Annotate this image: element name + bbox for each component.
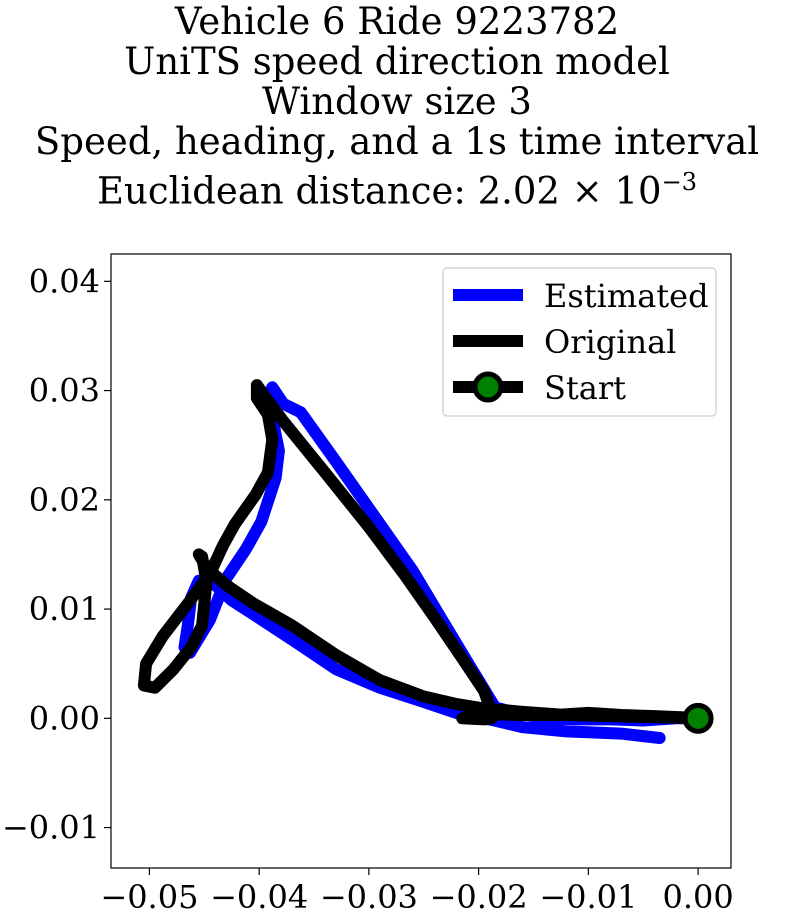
- y-tick-label: −0.01: [2, 809, 100, 847]
- title-line-1: Vehicle 6 Ride 9223782: [174, 0, 620, 43]
- y-tick-label: 0.04: [29, 262, 100, 300]
- legend-start-label: Start: [544, 369, 626, 407]
- title-line-3: Window size 3: [262, 80, 532, 123]
- legend-start-marker: [472, 371, 504, 403]
- x-tick-label: 0.00: [662, 878, 733, 916]
- title-line-5-base: Euclidean distance: 2.02 × 10: [97, 169, 662, 213]
- y-tick-label: 0.01: [29, 590, 100, 628]
- y-tick-label: 0.02: [29, 481, 100, 519]
- title-line-2: UniTS speed direction model: [124, 40, 670, 83]
- title-line-4: Speed, heading, and a 1s time interval: [34, 120, 760, 163]
- legend-frame: [442, 267, 717, 417]
- x-tick-label: −0.02: [430, 878, 528, 916]
- x-tick-label: −0.01: [539, 878, 637, 916]
- plot-frame: [110, 253, 732, 869]
- title-line-5: Euclidean distance: 2.02 × 10−3: [0, 162, 794, 211]
- x-tick-label: −0.03: [320, 878, 418, 916]
- legend: Estimated Original Start: [442, 267, 717, 417]
- x-tick-label: −0.04: [210, 878, 308, 916]
- plot-lines: [137, 379, 714, 744]
- title-line-5-exponent: −3: [661, 168, 697, 196]
- x-tick-label: −0.05: [100, 878, 198, 916]
- estimated-line: [178, 381, 705, 744]
- y-tick-label: 0.03: [29, 372, 100, 410]
- legend-original-label: Original: [544, 323, 676, 361]
- chart-title: Vehicle 6 Ride 9223782 UniTS speed direc…: [0, 2, 794, 211]
- x-axis: −0.05 −0.04 −0.03 −0.02 −0.01 0.00: [100, 868, 734, 916]
- y-tick-label: 0.00: [29, 699, 100, 737]
- y-axis: −0.01 0.00 0.01 0.02 0.03 0.04: [2, 262, 111, 847]
- legend-estimated-label: Estimated: [544, 277, 709, 315]
- original-line: [137, 379, 705, 726]
- start-marker: [682, 702, 714, 734]
